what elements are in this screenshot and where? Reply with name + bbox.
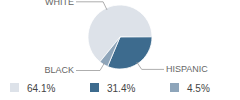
leader-line — [76, 63, 105, 71]
leader-line — [76, 2, 107, 10]
legend-label: 64.1% — [27, 83, 55, 94]
slice-label: HISPANIC — [166, 64, 208, 74]
labels: WHITE HISPANIC BLACK — [44, 0, 208, 75]
leader-line — [137, 62, 164, 69]
slice-label: WHITE — [45, 0, 74, 7]
chart-svg: WHITE HISPANIC BLACK 64.1% 31.4% 4.5% — [0, 0, 240, 100]
pie — [88, 5, 152, 69]
legend: 64.1% 31.4% 4.5% — [10, 83, 210, 94]
legend-label: 31.4% — [107, 83, 135, 94]
legend-swatch — [10, 83, 19, 92]
pie-slice — [108, 37, 152, 69]
legend-swatch — [170, 83, 179, 92]
legend-label: 4.5% — [187, 83, 210, 94]
chart-container: WHITE HISPANIC BLACK 64.1% 31.4% 4.5% — [0, 0, 240, 100]
legend-swatch — [90, 83, 99, 92]
slice-label: BLACK — [44, 65, 74, 75]
pie-slice — [100, 37, 120, 67]
